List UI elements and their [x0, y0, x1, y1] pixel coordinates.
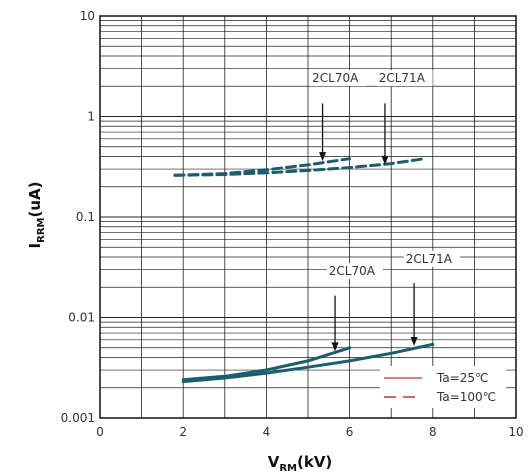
annotation-arrow-head: [331, 342, 339, 352]
annotation-label: 2CL71A: [379, 71, 426, 85]
legend: Ta=25℃ Ta=100℃: [380, 366, 506, 408]
x-tick-label: 8: [429, 425, 437, 439]
grid-lines: [100, 16, 516, 419]
y-tick-label: 0.1: [76, 210, 95, 224]
annotations: 2CL70A 2CL71A 2CL70A 2CL71A: [310, 70, 460, 352]
annotation-arrow-head: [410, 337, 418, 347]
annotation-label: 2CL70A: [329, 264, 376, 278]
x-axis-label-unit: (kV): [297, 453, 332, 471]
annotation-arrow-head: [319, 152, 327, 162]
annotation-label: 2CL70A: [312, 71, 359, 85]
x-axis-label-sub: RM: [279, 463, 297, 474]
annotation-label-bg: [326, 262, 383, 279]
legend-box: [380, 366, 506, 408]
plot-frame: [99, 15, 517, 419]
y-axis-label-main: I: [26, 243, 44, 249]
series-line: [173, 157, 426, 177]
y-tick-label: 10: [80, 9, 95, 23]
x-axis-label: VRM(kV): [268, 453, 333, 474]
x-tick-label: 0: [96, 425, 104, 439]
series-line: [181, 346, 352, 382]
y-axis-label-unit: (uA): [26, 182, 44, 218]
series-line: [181, 342, 435, 384]
annotation-label-bg: [376, 70, 433, 87]
annotation-label-bg: [403, 250, 460, 267]
y-tick-label: 0.001: [61, 411, 95, 425]
annotation-label: 2CL71A: [406, 252, 453, 266]
y-tick-label: 0.01: [68, 311, 95, 325]
annotation-arrow-head: [381, 155, 389, 165]
series-lines: [173, 157, 435, 384]
y-axis-label: IRRM(uA): [26, 182, 47, 249]
x-tick-label: 10: [508, 425, 523, 439]
x-tick-label: 6: [346, 425, 354, 439]
legend-label: Ta=25℃: [436, 371, 489, 385]
y-tick-label: 1: [87, 110, 95, 124]
y-axis-label-sub: RRM: [36, 217, 47, 242]
x-tick-labels: 0 2 4 6 8 10: [96, 425, 523, 439]
annotation-label-bg: [310, 70, 367, 87]
x-tick-label: 4: [263, 425, 271, 439]
legend-label: Ta=100℃: [436, 390, 496, 404]
x-tick-label: 2: [179, 425, 187, 439]
x-axis-label-main: V: [268, 453, 280, 471]
y-tick-labels: 0.001 0.01 0.1 1 10: [61, 9, 95, 425]
